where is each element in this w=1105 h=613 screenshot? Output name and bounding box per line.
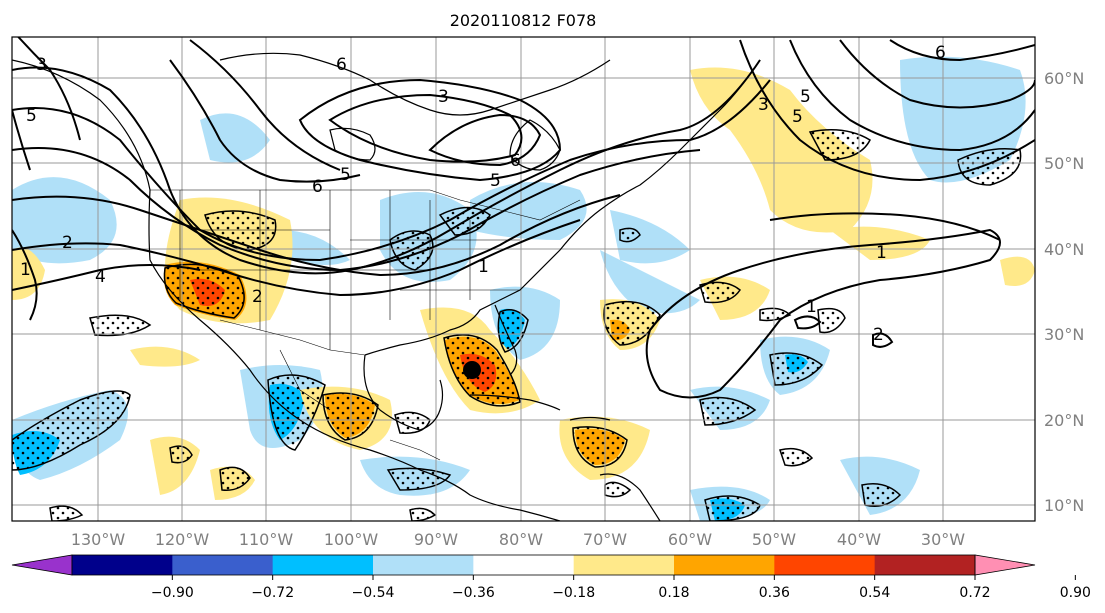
- colorbar-segment: [72, 555, 173, 575]
- colorbar-tick-label: −0.72: [251, 585, 294, 601]
- lon-label: 110°W: [239, 530, 294, 549]
- graticule: [12, 37, 1035, 521]
- colorbar-tick-label: 0.72: [959, 585, 990, 601]
- political-borders: [150, 189, 581, 461]
- lon-label: 80°W: [499, 530, 543, 549]
- colorbar: [11, 554, 1036, 576]
- contour-label: 1: [806, 297, 817, 317]
- colorbar-segment: [774, 555, 876, 575]
- contour-label: 2: [62, 233, 73, 253]
- map-frame: [11, 36, 1036, 522]
- colorbar-tick-label: −0.18: [552, 585, 595, 601]
- colorbar-segment: [573, 555, 675, 575]
- lon-label: 60°W: [668, 530, 712, 549]
- lon-label: 100°W: [324, 530, 379, 549]
- lat-label: 40°N: [1044, 240, 1084, 259]
- contour-label: 6: [935, 43, 946, 63]
- colorbar-tick-label: 0.90: [1060, 585, 1091, 601]
- lon-label: 120°W: [155, 530, 210, 549]
- map-title: 2020110812 F078: [450, 11, 597, 30]
- lat-label: 30°N: [1044, 325, 1084, 344]
- contour-labels: 6 3 5 5 6 6 5 2 1 1 3 4 5 6 3 5 1 1 2 2: [20, 43, 946, 345]
- colorbar-labels: −0.90 −0.72 −0.54 −0.36 −0.18 0.18 0.36 0.54 0.7…: [151, 575, 1091, 601]
- lat-label: 50°N: [1044, 154, 1084, 173]
- contour-label: 4: [95, 267, 106, 287]
- lon-label: 70°W: [583, 530, 627, 549]
- lon-label: 40°W: [837, 530, 881, 549]
- lon-label: 90°W: [414, 530, 458, 549]
- colorbar-extend-low: [11, 554, 73, 576]
- contour-label: 1: [478, 257, 489, 277]
- colorbar-extend-high: [974, 554, 1036, 576]
- colorbar-segment: [373, 555, 474, 575]
- lon-label: 130°W: [71, 530, 126, 549]
- colorbar-segment: [874, 555, 976, 575]
- height-contours: [12, 37, 1035, 399]
- lat-label: 60°N: [1044, 69, 1084, 88]
- colorbar-tick-label: −0.90: [151, 585, 194, 601]
- significance-stipple-regions: [12, 129, 1022, 521]
- contour-label: 6: [336, 55, 347, 75]
- storm-center-marker: [463, 361, 481, 379]
- colorbar-segment: [272, 555, 374, 575]
- contour-label: 5: [340, 165, 351, 185]
- lat-label: 10°N: [1044, 496, 1084, 515]
- contour-label: 3: [438, 87, 449, 107]
- contour-label: 5: [490, 171, 501, 191]
- lon-label: 50°W: [752, 530, 796, 549]
- colorbar-tick-label: 0.54: [859, 585, 890, 601]
- colorbar-segment: [473, 555, 575, 575]
- lat-label: 20°N: [1044, 411, 1084, 430]
- longitude-labels: 130°W 120°W 110°W 100°W 90°W 80°W 70°W 6…: [71, 530, 965, 549]
- colorbar-outline: [71, 554, 976, 576]
- latitude-labels: 60°N 50°N 40°N 30°N 20°N 10°N: [1044, 69, 1084, 515]
- contour-label: 5: [792, 107, 803, 127]
- colorbar-tick-label: −0.36: [452, 585, 495, 601]
- contour-label: 6: [312, 177, 323, 197]
- contour-label: 3: [758, 95, 769, 115]
- contour-label: 5: [800, 87, 811, 107]
- contour-label: 3: [36, 55, 47, 75]
- colorbar-segment: [674, 555, 775, 575]
- colorbar-tick-label: 0.36: [759, 585, 790, 601]
- contour-label: 5: [26, 106, 37, 126]
- contour-label: 2: [873, 325, 884, 345]
- contour-label: 6: [510, 151, 521, 171]
- colorbar-segment: [172, 555, 274, 575]
- lon-label: 30°W: [921, 530, 965, 549]
- colorbar-tick-label: 0.18: [658, 585, 689, 601]
- contour-label: 2: [252, 287, 263, 307]
- contour-label: 1: [20, 260, 31, 280]
- contour-label: 1: [876, 243, 887, 263]
- map-area: 6 3 5 5 6 6 5 2 1 1 3 4 5 6 3 5 1 1 2 2: [12, 37, 1035, 521]
- colorbar-tick-label: −0.54: [352, 585, 395, 601]
